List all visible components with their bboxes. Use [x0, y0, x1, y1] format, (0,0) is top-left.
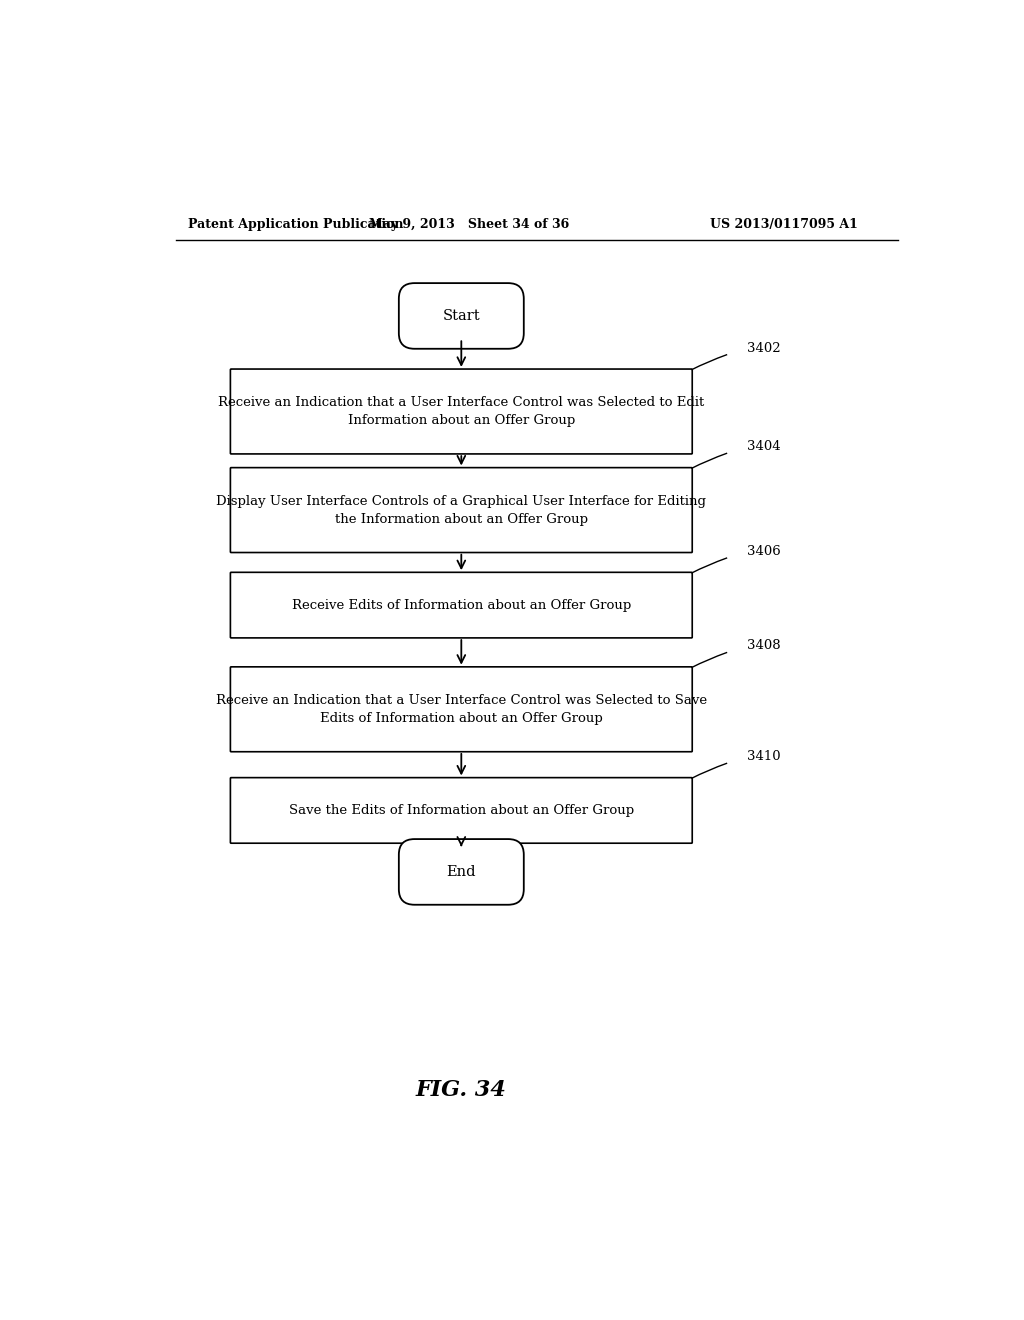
Text: US 2013/0117095 A1: US 2013/0117095 A1 — [711, 218, 858, 231]
FancyBboxPatch shape — [230, 777, 692, 843]
Text: Receive Edits of Information about an Offer Group: Receive Edits of Information about an Of… — [292, 598, 631, 611]
Text: End: End — [446, 865, 476, 879]
Text: Receive an Indication that a User Interface Control was Selected to Save
Edits o: Receive an Indication that a User Interf… — [216, 694, 707, 725]
Text: 3402: 3402 — [746, 342, 780, 355]
Text: 3408: 3408 — [746, 639, 780, 652]
Text: 3406: 3406 — [746, 545, 780, 558]
FancyBboxPatch shape — [230, 467, 692, 553]
Text: Patent Application Publication: Patent Application Publication — [187, 218, 403, 231]
FancyBboxPatch shape — [230, 667, 692, 751]
Text: 3410: 3410 — [746, 750, 780, 763]
Text: May 9, 2013   Sheet 34 of 36: May 9, 2013 Sheet 34 of 36 — [369, 218, 569, 231]
Text: Receive an Indication that a User Interface Control was Selected to Edit
Informa: Receive an Indication that a User Interf… — [218, 396, 705, 426]
Text: Start: Start — [442, 309, 480, 323]
Text: Display User Interface Controls of a Graphical User Interface for Editing
the In: Display User Interface Controls of a Gra… — [216, 495, 707, 525]
FancyBboxPatch shape — [230, 370, 692, 454]
Text: 3404: 3404 — [746, 440, 780, 453]
FancyBboxPatch shape — [398, 282, 524, 348]
FancyBboxPatch shape — [230, 573, 692, 638]
FancyBboxPatch shape — [398, 840, 524, 904]
Text: FIG. 34: FIG. 34 — [416, 1080, 507, 1101]
Text: Save the Edits of Information about an Offer Group: Save the Edits of Information about an O… — [289, 804, 634, 817]
